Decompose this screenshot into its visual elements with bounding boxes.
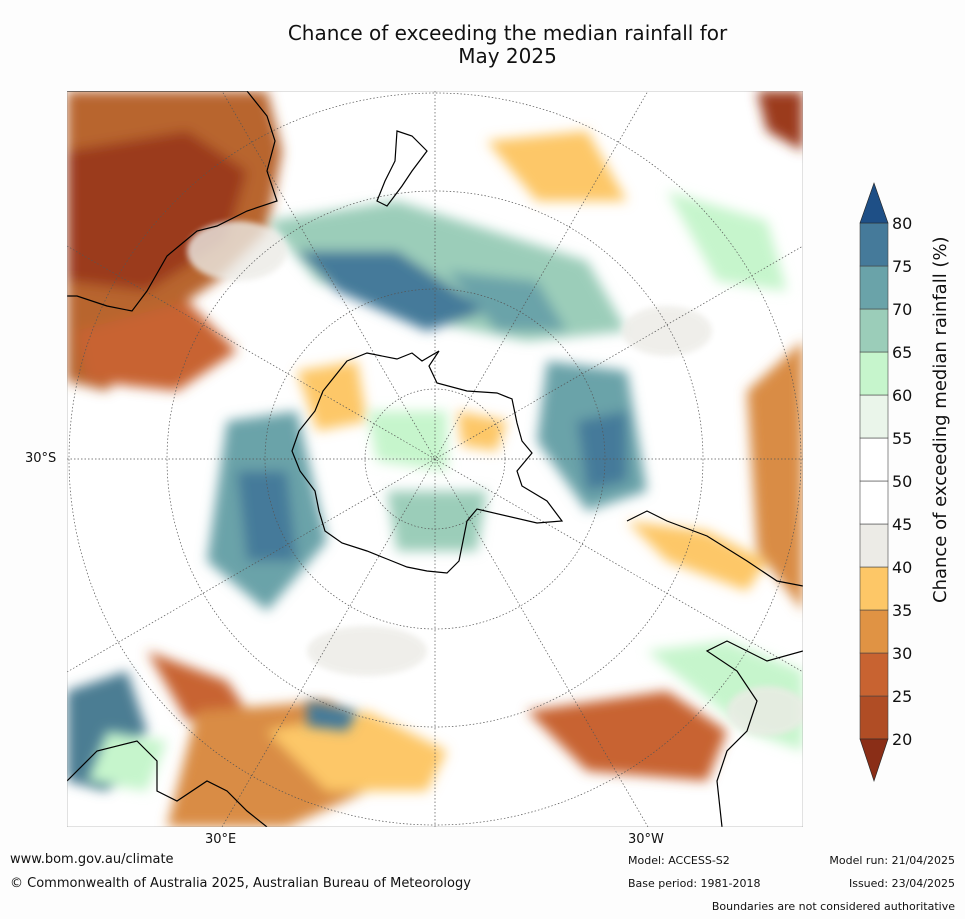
graticule bbox=[67, 91, 803, 827]
dry-anomaly-regions bbox=[67, 91, 803, 827]
title-line-2: May 2025 bbox=[458, 44, 557, 68]
colorbar-segment bbox=[859, 351, 889, 396]
antarctica-coastline bbox=[291, 350, 564, 574]
colorbar-tick-label: 45 bbox=[892, 515, 912, 534]
colorbar-tick-label: 50 bbox=[892, 472, 912, 491]
colorbar-tick-label: 70 bbox=[892, 300, 912, 319]
footer-disclaimer: Boundaries are not considered authoritat… bbox=[711, 900, 955, 913]
colorbar-segment bbox=[859, 609, 889, 654]
colorbar-svg: 20 25 30 35 40 45 50 55 60 65 70 75 80 bbox=[859, 182, 912, 782]
lon-label-30e: 30°E bbox=[205, 832, 237, 847]
colorbar-segment bbox=[859, 437, 889, 482]
rainfall-map bbox=[67, 91, 803, 827]
colorbar-tick-label: 40 bbox=[892, 558, 912, 577]
colorbar-segment bbox=[859, 652, 889, 697]
footer-model-run: Model run: 21/04/2025 bbox=[829, 854, 955, 867]
map-title: Chance of exceeding the median rainfall … bbox=[230, 22, 785, 68]
colorbar-segment bbox=[859, 523, 889, 568]
colorbar-tick-label: 20 bbox=[892, 730, 912, 749]
colorbar-tick-label: 30 bbox=[892, 644, 912, 663]
colorbar-segment bbox=[859, 566, 889, 611]
colorbar-tick-label: 65 bbox=[892, 343, 912, 362]
near-median-regions bbox=[187, 221, 803, 736]
colorbar-segment bbox=[859, 695, 889, 740]
australia-coastline bbox=[67, 91, 278, 312]
colorbar-tick-label: 75 bbox=[892, 257, 912, 276]
colorbar-min-extend bbox=[859, 738, 889, 782]
colorbar-tick-label: 60 bbox=[892, 386, 912, 405]
wet-anomaly-regions bbox=[87, 191, 803, 791]
colorbar-tick-label: 80 bbox=[892, 214, 912, 233]
lat-label-30s: 30°S bbox=[25, 451, 57, 466]
footer-base-period: Base period: 1981-2018 bbox=[628, 877, 761, 890]
colorbar-segment bbox=[859, 394, 889, 439]
colorbar-segment bbox=[859, 480, 889, 525]
colorbar-segment bbox=[859, 265, 889, 310]
footer-issued: Issued: 23/04/2025 bbox=[848, 877, 955, 890]
map-canvas bbox=[67, 91, 803, 827]
footer-url[interactable]: www.bom.gov.au/climate bbox=[10, 852, 174, 867]
colorbar-segment bbox=[859, 222, 889, 267]
africa-coastline bbox=[67, 740, 268, 827]
lon-label-30w: 30°W bbox=[628, 832, 664, 847]
colorbar-max-extend bbox=[859, 182, 889, 224]
footer-model: Model: ACCESS-S2 bbox=[628, 854, 730, 867]
new-zealand-coastline bbox=[376, 130, 428, 207]
colorbar-segment bbox=[859, 308, 889, 353]
colorbar-tick-label: 55 bbox=[892, 429, 912, 448]
colorbar: 20 25 30 35 40 45 50 55 60 65 70 75 80 bbox=[855, 180, 965, 790]
colorbar-title: Chance of exceeding median rainfall (%) bbox=[930, 236, 951, 603]
colorbar-tick-label: 35 bbox=[892, 601, 912, 620]
title-line-1: Chance of exceeding the median rainfall … bbox=[287, 21, 728, 45]
footer-copyright: © Commonwealth of Australia 2025, Austra… bbox=[10, 876, 471, 891]
colorbar-tick-label: 25 bbox=[892, 687, 912, 706]
south-america-coastline bbox=[626, 510, 803, 827]
